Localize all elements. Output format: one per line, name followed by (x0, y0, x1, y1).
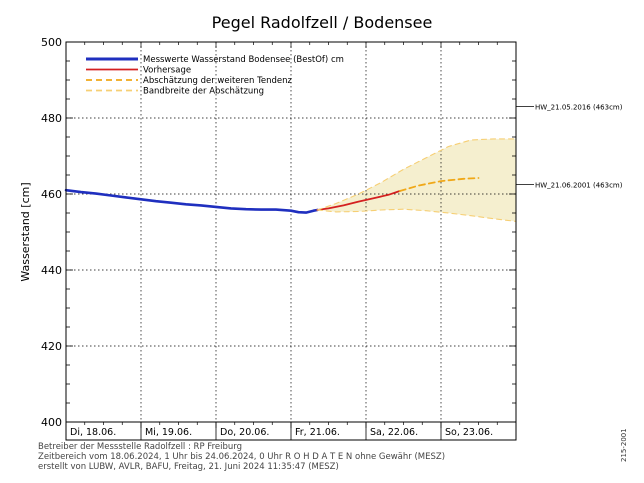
y-tick-label: 400 (41, 416, 62, 429)
series-messwerte (64, 188, 319, 214)
legend-label: Vorhersage (143, 66, 191, 76)
side-code: 215-2001 (620, 428, 628, 462)
chart-title: Pegel Radolfzell / Bodensee (212, 13, 433, 32)
footer-line-1: Betreiber der Messstelle Radolfzell : RP… (38, 442, 242, 452)
series-bandbreite-unten (316, 208, 517, 222)
y-tick-label: 480 (41, 112, 62, 125)
legend: Messwerte Wasserstand Bodensee (BestOf) … (86, 55, 344, 97)
band-layer (317, 138, 516, 222)
x-tick-label: Di, 18.06. (70, 427, 116, 438)
legend-label: Bandbreite der Abschätzung (143, 87, 264, 97)
series-bandbreite-oben (316, 138, 517, 211)
series-layer (64, 138, 517, 222)
reference-lines: HW_21.05.2016 (463cm) HW_21.06.2001 (463c… (516, 104, 623, 190)
x-tick-label: Do, 20.06. (220, 427, 269, 438)
legend-label: Abschätzung der weiteren Tendenz (143, 76, 293, 86)
reference-label: HW_21.06.2001 (463cm) (535, 182, 623, 190)
grid-layer (66, 42, 516, 422)
legend-label: Messwerte Wasserstand Bodensee (BestOf) … (143, 55, 344, 65)
reference-label: HW_21.05.2016 (463cm) (535, 104, 623, 112)
series-vorhersage (316, 190, 401, 211)
x-tick-label: Mi, 19.06. (145, 427, 192, 438)
y-tick-label: 460 (41, 188, 62, 201)
date-axis-strip (65, 421, 517, 441)
series-tendenz (398, 177, 480, 192)
y-axis-label: Wasserstand [cm] (19, 182, 32, 281)
y-tick-label: 440 (41, 264, 62, 277)
y-tick-label: 500 (41, 36, 62, 49)
x-tick-label: Sa, 22.06. (370, 427, 418, 438)
footer-line-3: erstellt von LUBW, AVLR, BAFU, Freitag, … (38, 462, 339, 472)
x-tick-label: So, 23.06. (445, 427, 493, 438)
axis-layer: 400 420 440 460 480 500 Di, 18.06. Mi, 19.06. Do… (41, 36, 517, 441)
x-tick-label: Fr, 21.06. (295, 427, 340, 438)
y-tick-label: 420 (41, 340, 62, 353)
footer: Betreiber der Messstelle Radolfzell : RP… (38, 442, 445, 472)
forecast-band-area (317, 138, 516, 222)
footer-line-2: Zeitbereich vom 18.06.2024, 1 Uhr bis 24… (38, 452, 445, 462)
